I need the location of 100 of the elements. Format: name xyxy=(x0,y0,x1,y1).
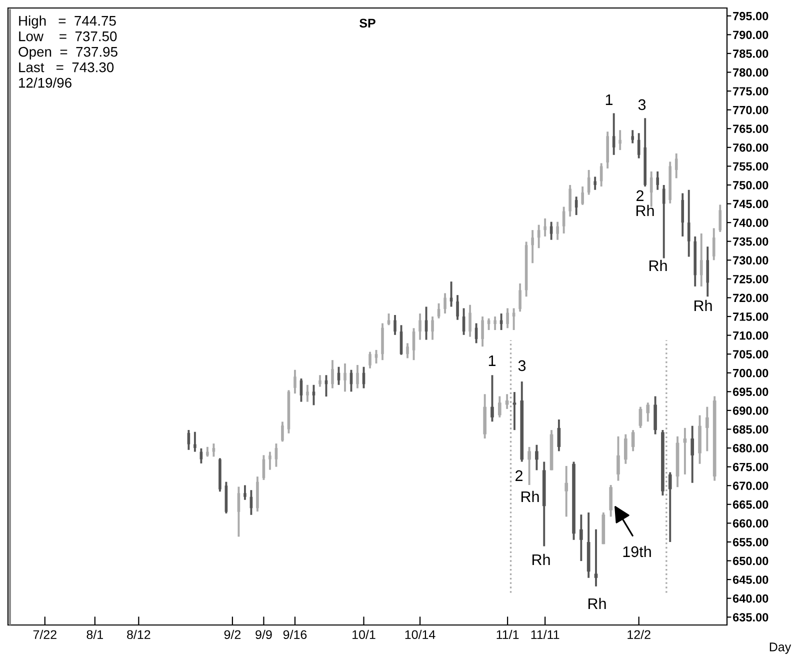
y-tick-label: 765.00 xyxy=(733,124,768,134)
candlestick xyxy=(690,424,694,484)
candlestick xyxy=(580,514,583,562)
y-tick-label: 695.00 xyxy=(732,388,768,396)
y-tick-label: 635.00 xyxy=(732,613,768,622)
y-tick-label: 650.00 xyxy=(732,556,768,566)
candlestick xyxy=(481,316,484,348)
candlestick xyxy=(456,294,459,321)
candlestick xyxy=(681,192,684,238)
annotation: Rh xyxy=(694,300,712,311)
y-tick-label: 795.00 xyxy=(733,12,768,20)
x-tick-label: 11/11 xyxy=(531,630,560,640)
candlestick xyxy=(490,374,494,423)
candlestick xyxy=(581,186,584,206)
candlestick xyxy=(237,486,240,538)
candlestick xyxy=(494,316,496,331)
x-axis-title: Day xyxy=(770,642,792,654)
candlestick xyxy=(306,384,309,403)
candlestick xyxy=(312,384,316,406)
candlestick xyxy=(368,350,372,370)
annotation: 2 xyxy=(516,470,522,481)
annotation: Open = 737.95 xyxy=(18,46,118,60)
y-tick-label: 700.00 xyxy=(733,368,768,378)
candlestick xyxy=(356,364,359,390)
annotation: 2 xyxy=(636,190,644,201)
y-tick-label: 675.00 xyxy=(732,462,768,472)
candlestick xyxy=(212,442,216,458)
candlestick xyxy=(637,132,640,160)
candlestick xyxy=(268,450,272,471)
candlestick xyxy=(274,442,278,468)
candlestick xyxy=(594,176,596,191)
candlestick xyxy=(444,292,446,314)
candlestick xyxy=(281,420,284,443)
candlestick xyxy=(687,188,690,258)
annotation: 1 xyxy=(488,355,496,366)
y-tick-label: 745.00 xyxy=(733,200,768,208)
candlestick xyxy=(718,204,722,233)
y-tick-label: 665.00 xyxy=(732,500,768,509)
candlestick xyxy=(568,184,572,218)
annotation: Rh xyxy=(521,490,539,502)
candlestick xyxy=(624,433,628,465)
y-tick-label: 710.00 xyxy=(733,331,768,340)
candlestick xyxy=(706,246,710,298)
y-tick-label: 775.00 xyxy=(733,87,768,96)
candlestick xyxy=(700,232,703,288)
candlestick xyxy=(631,129,634,144)
annotation: 19th xyxy=(623,546,651,558)
candlestick xyxy=(331,359,334,390)
candlestick xyxy=(294,368,296,395)
candlestick xyxy=(674,152,678,180)
y-tick-label: 660.00 xyxy=(732,519,768,528)
candlestick xyxy=(418,312,422,341)
candlestick xyxy=(406,342,409,360)
candlestick xyxy=(374,348,378,364)
x-tick-label: 8/1 xyxy=(86,630,103,640)
candlestick xyxy=(609,484,612,518)
x-tick-label: 9/16 xyxy=(283,630,307,640)
y-tick-label: 755.00 xyxy=(733,162,768,171)
y-tick-label: 735.00 xyxy=(733,237,768,246)
candlestick xyxy=(344,362,346,393)
y-tick-label: 730.00 xyxy=(733,256,768,265)
candlestick xyxy=(531,229,534,264)
annotation: Rh xyxy=(649,260,667,271)
annotation: Rh xyxy=(532,554,550,565)
y-tick-label: 670.00 xyxy=(732,482,768,490)
candlestick xyxy=(468,304,472,338)
candlestick xyxy=(431,316,434,341)
candlestick xyxy=(498,395,502,418)
candlestick xyxy=(556,220,559,241)
candlestick xyxy=(518,282,522,313)
candlestick xyxy=(618,129,622,152)
candlestick xyxy=(544,217,546,238)
candlestick xyxy=(194,430,196,453)
y-tick-label: 770.00 xyxy=(733,106,768,114)
candlestick xyxy=(646,402,650,423)
candlestick xyxy=(318,374,322,388)
candlestick xyxy=(631,429,635,452)
y-tick-label: 780.00 xyxy=(733,68,768,77)
candlestick xyxy=(662,184,666,260)
candlestick xyxy=(394,314,396,336)
annotation: 12/19/96 xyxy=(19,78,72,88)
x-tick-label: 9/2 xyxy=(224,630,241,640)
y-tick-label: 750.00 xyxy=(733,181,768,190)
candlestick xyxy=(712,227,716,262)
candlestick xyxy=(412,327,416,362)
y-tick-label: 740.00 xyxy=(733,218,768,227)
y-tick-label: 655.00 xyxy=(732,538,768,546)
x-tick-label: 10/1 xyxy=(352,630,376,640)
x-tick-label: 11/1 xyxy=(496,630,519,640)
annotation: Rh xyxy=(588,598,606,609)
y-tick-label: 640.00 xyxy=(732,594,768,603)
y-tick-label: 725.00 xyxy=(733,274,768,284)
x-tick-label: 12/2 xyxy=(628,630,650,640)
candlestick xyxy=(668,471,672,543)
y-tick-label: 720.00 xyxy=(733,294,768,302)
y-tick-label: 645.00 xyxy=(732,576,768,584)
candlestick xyxy=(206,446,209,458)
candlestick xyxy=(564,464,568,518)
candlestick xyxy=(612,112,616,156)
x-tick-label: 7/22 xyxy=(33,630,56,640)
